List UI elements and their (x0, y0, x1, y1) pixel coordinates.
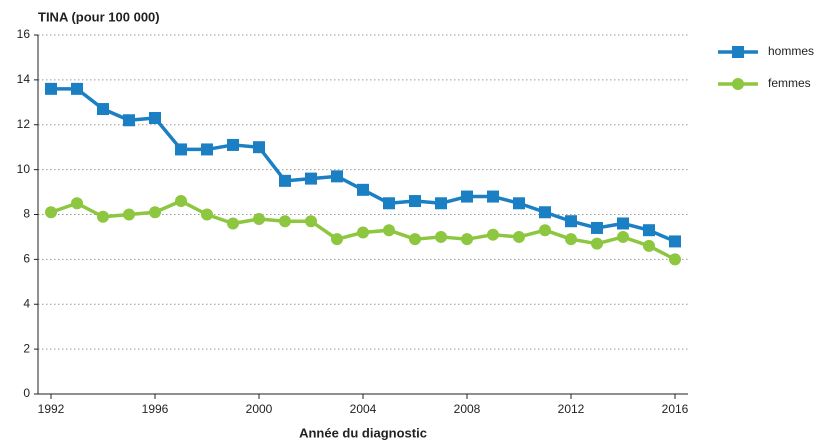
data-point (539, 224, 551, 237)
data-point (227, 138, 239, 151)
data-point (305, 215, 317, 228)
data-point (123, 114, 135, 127)
x-axis-title: Année du diagnostic (299, 425, 427, 440)
y-tick-label: 0 (23, 386, 30, 400)
y-tick-label: 14 (17, 72, 31, 86)
y-tick-label: 12 (17, 117, 31, 131)
x-tick-label: 2016 (662, 402, 689, 416)
data-point (71, 197, 83, 210)
data-point (591, 237, 603, 250)
data-point (149, 112, 161, 125)
y-tick-label: 16 (17, 27, 31, 41)
data-point (461, 190, 473, 203)
y-tick-label: 6 (23, 252, 30, 266)
data-point (383, 224, 395, 237)
data-point (175, 143, 187, 156)
data-point (513, 197, 525, 210)
data-point (409, 233, 421, 246)
data-point (617, 230, 629, 243)
x-tick-label: 1996 (142, 402, 169, 416)
data-point (461, 233, 473, 246)
x-tick-label: 1992 (38, 402, 65, 416)
data-point (357, 183, 369, 196)
data-point (487, 228, 499, 241)
data-point (45, 206, 57, 219)
legend-label: hommes (768, 44, 814, 58)
data-point (71, 82, 83, 95)
series-line (51, 87, 676, 244)
data-point (331, 170, 343, 183)
data-point (201, 143, 213, 156)
legend-label: femmes (768, 76, 811, 90)
data-point (305, 172, 317, 185)
data-point (279, 174, 291, 187)
data-point (487, 190, 499, 203)
legend-marker (732, 46, 744, 58)
y-tick-label: 4 (23, 296, 30, 310)
data-point (97, 103, 109, 116)
data-point (565, 215, 577, 228)
x-tick-label: 2004 (350, 402, 377, 416)
data-point (331, 233, 343, 246)
data-point (591, 221, 603, 234)
data-point (149, 206, 161, 219)
data-point (201, 208, 213, 221)
data-point (435, 197, 447, 210)
data-point (97, 210, 109, 223)
data-point (175, 195, 187, 208)
data-point (643, 224, 655, 237)
data-point (565, 233, 577, 246)
data-point (253, 141, 265, 154)
data-point (435, 230, 447, 243)
data-point (227, 217, 239, 230)
data-point (123, 208, 135, 221)
data-point (669, 235, 681, 248)
data-point (669, 253, 681, 266)
y-axis-title: TINA (pour 100 000) (38, 9, 160, 24)
y-tick-label: 2 (23, 341, 30, 355)
data-point (409, 195, 421, 208)
data-point (617, 217, 629, 230)
data-point (253, 212, 265, 225)
legend-marker (732, 78, 744, 90)
x-tick-label: 2008 (454, 402, 481, 416)
data-point (643, 239, 655, 252)
data-point (513, 230, 525, 243)
x-tick-label: 2012 (558, 402, 585, 416)
data-point (357, 226, 369, 239)
data-point (45, 82, 57, 95)
y-tick-label: 8 (23, 207, 30, 221)
data-point (539, 206, 551, 219)
data-point (383, 197, 395, 210)
x-tick-label: 2000 (246, 402, 273, 416)
y-tick-label: 10 (17, 162, 31, 176)
data-point (279, 215, 291, 228)
